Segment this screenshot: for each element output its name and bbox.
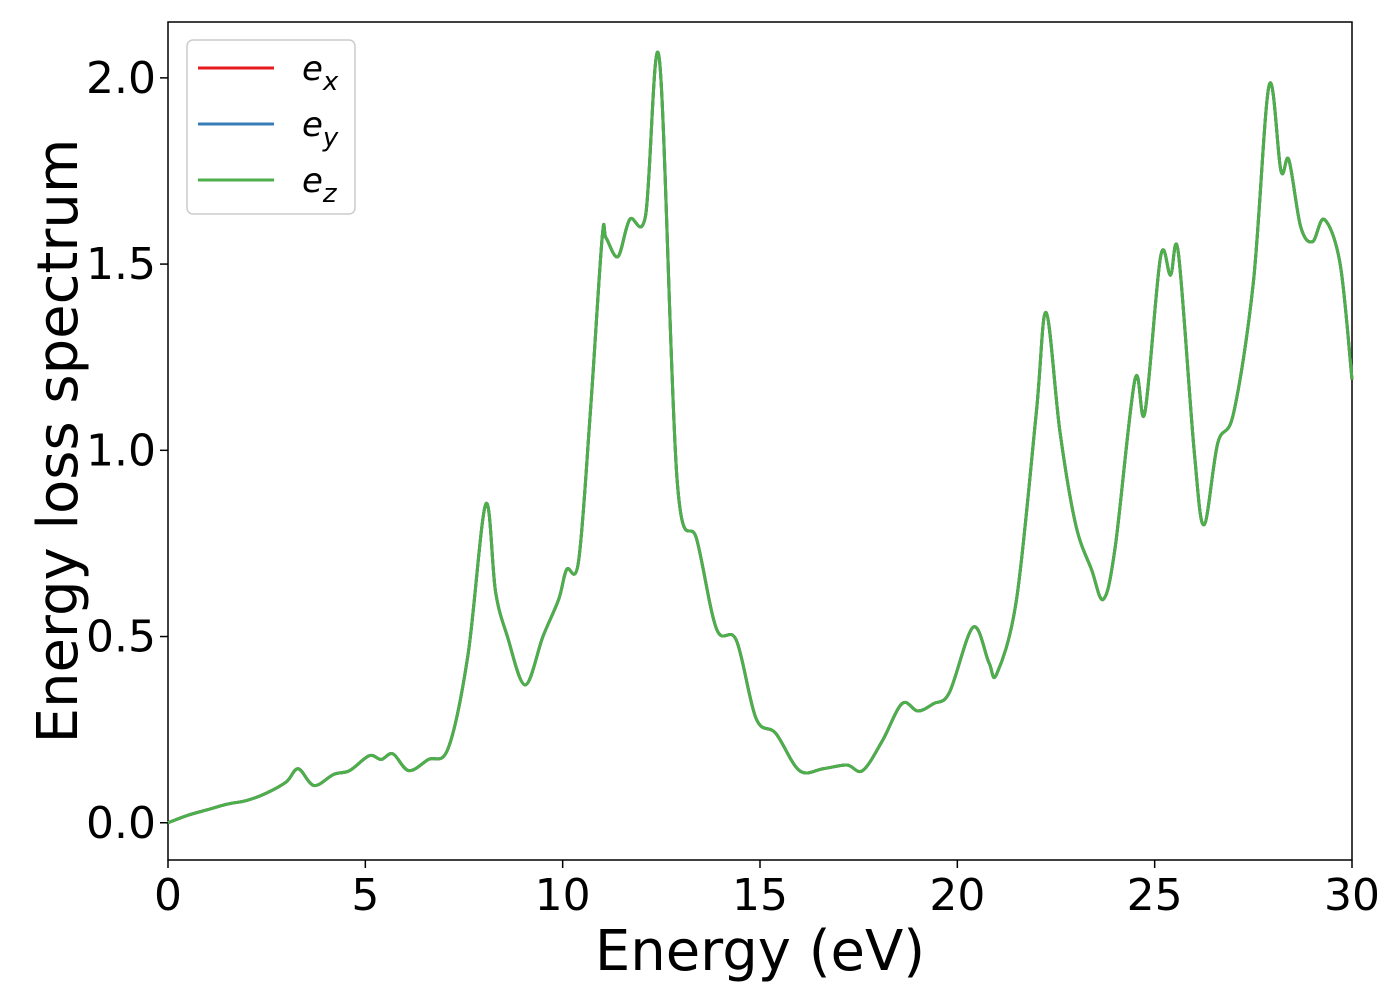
x-tick-label: 5 — [351, 870, 379, 921]
y-tick-label: 0.5 — [86, 612, 156, 663]
y-tick-label: 1.5 — [86, 239, 156, 290]
series-line-ez — [167, 50, 1354, 825]
x-tick-label: 15 — [732, 870, 788, 921]
legend-entry-base: e — [302, 161, 323, 201]
y-axis-label: Energy loss spectrum — [26, 139, 91, 744]
legend-entry: ex — [302, 49, 339, 97]
legend-entry-subscript: z — [322, 179, 338, 209]
y-tick-label: 0.0 — [86, 798, 156, 849]
series-layer — [167, 50, 1354, 825]
x-tick-label: 30 — [1324, 870, 1380, 921]
x-tick-label: 25 — [1127, 870, 1183, 921]
y-tick-label: 1.0 — [86, 425, 156, 476]
plot-area — [167, 21, 1353, 861]
legend-entry: ey — [302, 105, 339, 153]
legend-entry: ez — [302, 161, 338, 209]
x-tick-label: 20 — [929, 870, 985, 921]
y-axis: 0.0 0.5 1.0 1.5 2.0 — [86, 53, 168, 849]
y-tick-label: 2.0 — [86, 53, 156, 104]
x-tick-label: 0 — [154, 870, 182, 921]
legend-box — [186, 39, 356, 215]
x-tick-label: 10 — [535, 870, 591, 921]
legend-entry-subscript: y — [322, 123, 339, 153]
legend-entry-base: e — [302, 49, 323, 89]
x-axis-label: Energy (eV) — [595, 919, 925, 984]
legend-entry-subscript: x — [322, 67, 339, 97]
x-axis: 0 5 10 15 20 25 30 — [154, 860, 1380, 921]
legend-entry-base: e — [302, 105, 323, 145]
